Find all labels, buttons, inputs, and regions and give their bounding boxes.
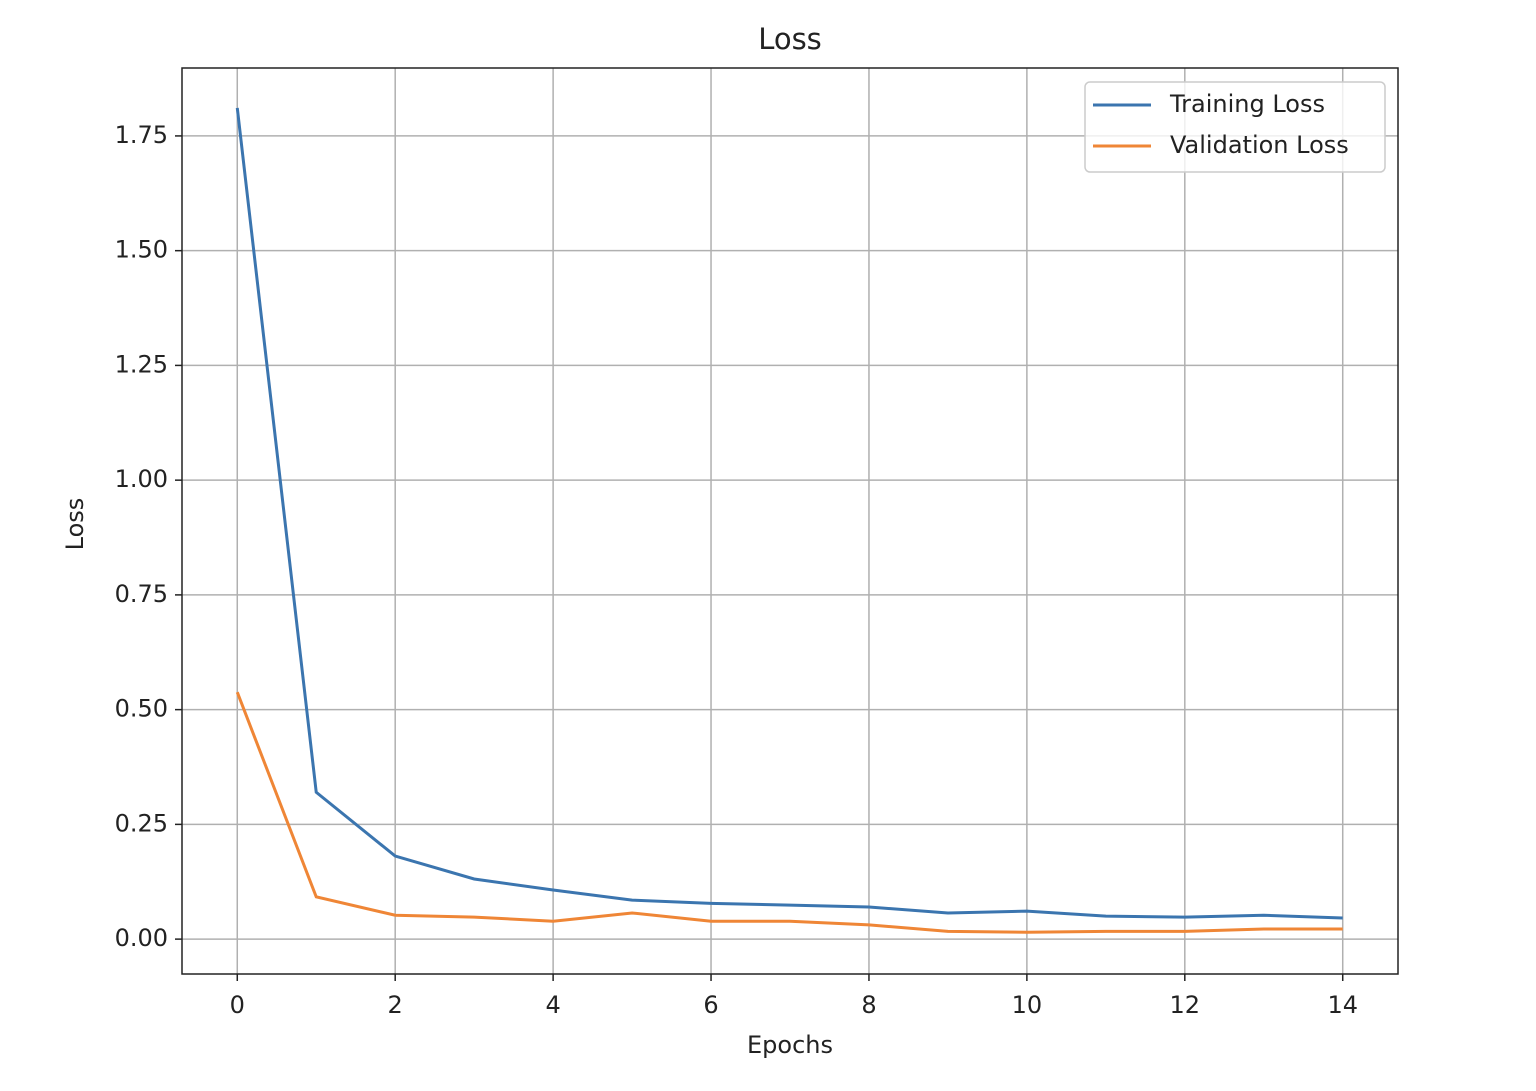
plot-frame — [181, 67, 1399, 975]
x-tick-label: 10 — [1012, 991, 1043, 1019]
x-tick-label: 6 — [703, 991, 718, 1019]
y-tick-label: 0.50 — [115, 695, 168, 723]
y-tick-label: 1.75 — [115, 121, 168, 149]
y-axis-label: Loss — [61, 498, 89, 551]
legend-label: Training Loss — [1169, 90, 1325, 118]
legend-box — [1084, 81, 1386, 173]
x-tick-label: 14 — [1327, 991, 1358, 1019]
chart-title: Loss — [758, 22, 822, 56]
y-tick-label: 1.00 — [115, 465, 168, 493]
line-series — [235, 107, 1343, 920]
legend-label: Validation Loss — [1170, 131, 1349, 159]
x-axis-label: Epochs — [747, 1031, 833, 1059]
line-series — [235, 691, 1343, 934]
x-tick-label: 0 — [230, 991, 245, 1019]
x-tick-label: 8 — [861, 991, 876, 1019]
x-tick-label: 12 — [1170, 991, 1201, 1019]
y-tick-label: 1.25 — [115, 350, 168, 378]
y-tick-label: 0.75 — [115, 580, 168, 608]
y-tick-label: 1.50 — [115, 236, 168, 264]
y-tick-label: 0.00 — [115, 924, 168, 952]
x-tick-label: 4 — [545, 991, 560, 1019]
x-tick-label: 2 — [388, 991, 403, 1019]
y-tick-label: 0.25 — [115, 809, 168, 837]
